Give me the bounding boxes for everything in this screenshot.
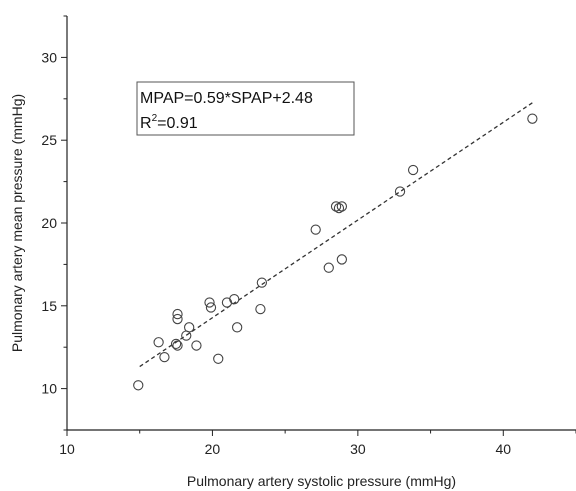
data-point bbox=[255, 303, 266, 315]
data-point bbox=[330, 201, 342, 212]
y-tick-label: 15 bbox=[41, 298, 57, 314]
y-axis-title: Pulmonary artery mean pressure (mmHg) bbox=[9, 94, 25, 352]
data-point bbox=[407, 164, 419, 176]
data-point bbox=[221, 297, 233, 308]
data-point bbox=[172, 340, 183, 351]
data-point bbox=[256, 277, 268, 288]
data-point bbox=[204, 297, 215, 308]
x-axis-title: Pulmonary artery systolic pressure (mmHg… bbox=[187, 473, 456, 489]
data-point bbox=[170, 338, 182, 350]
r-squared-value: =0.91 bbox=[157, 115, 198, 132]
y-tick-label: 10 bbox=[41, 381, 57, 397]
data-point bbox=[333, 202, 345, 214]
r-squared-superscript: 2 bbox=[152, 113, 158, 124]
x-tick-label: 30 bbox=[350, 441, 366, 457]
r-squared-text: R2=0.91 bbox=[140, 113, 198, 132]
data-point bbox=[205, 302, 217, 313]
data-point bbox=[336, 201, 348, 212]
equation-box bbox=[136, 81, 355, 136]
fit-line-group bbox=[139, 102, 533, 368]
data-point bbox=[336, 254, 348, 265]
data-point bbox=[310, 224, 321, 235]
data-point bbox=[527, 113, 538, 124]
data-point bbox=[232, 322, 243, 333]
data-point bbox=[394, 186, 406, 197]
x-tick-label: 20 bbox=[205, 441, 221, 457]
data-point bbox=[153, 337, 164, 348]
data-point bbox=[172, 313, 183, 325]
y-tick-label: 20 bbox=[41, 215, 57, 231]
data-point bbox=[191, 340, 202, 351]
axes: 10 20 30 40 10 15 20 25 30 bbox=[41, 15, 576, 457]
x-tick-label: 10 bbox=[59, 441, 75, 457]
data-points bbox=[133, 113, 538, 391]
equation-text: MPAP=0.59*SPAP+2.48 bbox=[140, 90, 313, 107]
fit-line bbox=[139, 102, 533, 368]
data-point bbox=[184, 322, 195, 333]
x-tick-label: 40 bbox=[495, 441, 511, 457]
equation-annotation: MPAP=0.59*SPAP+2.48 R2=0.91 bbox=[136, 81, 355, 136]
y-tick-label: 25 bbox=[41, 132, 57, 148]
y-tick-label: 30 bbox=[41, 49, 57, 65]
data-point bbox=[213, 353, 224, 364]
data-point bbox=[159, 351, 170, 363]
data-point bbox=[172, 308, 183, 320]
data-point bbox=[229, 294, 240, 305]
data-point bbox=[323, 262, 334, 273]
data-point bbox=[133, 380, 144, 391]
r-squared-prefix: R bbox=[140, 115, 152, 132]
